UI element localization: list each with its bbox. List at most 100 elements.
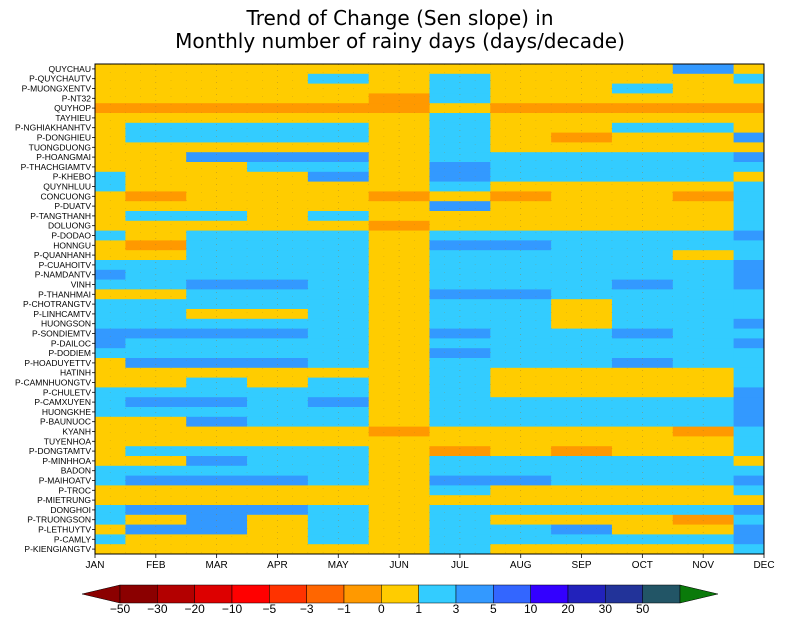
heatmap-cell <box>490 211 552 222</box>
heatmap-cell <box>95 191 126 202</box>
heatmap-cell <box>307 514 370 525</box>
station-label: P-CUAHOITV <box>39 260 92 270</box>
heatmap-cell <box>490 250 552 261</box>
heatmap-cell <box>733 260 765 271</box>
heatmap-cell <box>429 211 491 222</box>
heatmap-cell <box>95 309 126 320</box>
heatmap-cell <box>307 534 370 545</box>
heatmap-cell <box>551 348 613 359</box>
heatmap-cell <box>429 93 491 104</box>
legend-swatch <box>343 584 382 604</box>
heatmap-cell <box>733 240 765 251</box>
heatmap-cell <box>186 446 248 457</box>
heatmap-cell <box>368 220 430 231</box>
heatmap-cell <box>429 397 491 408</box>
heatmap-cell <box>368 211 430 222</box>
heatmap-cell <box>672 309 734 320</box>
heatmap-cell <box>672 328 734 339</box>
station-label: P-MIETRUNG <box>37 495 91 505</box>
heatmap-cell <box>733 299 765 310</box>
heatmap-cell <box>551 328 613 339</box>
station-label: P-DAILOC <box>51 338 91 348</box>
heatmap-cell <box>611 338 674 349</box>
heatmap-cell <box>186 416 248 427</box>
heatmap-cell <box>247 220 309 231</box>
heatmap-cell <box>95 181 126 192</box>
heatmap-cell <box>672 446 734 457</box>
heatmap-cell <box>125 328 187 339</box>
heatmap-cell <box>368 142 430 153</box>
heatmap-cell <box>611 416 674 427</box>
legend-label: −20 <box>184 602 205 616</box>
heatmap-cell <box>307 260 370 271</box>
station-label: P-MAIHOATV <box>39 476 92 486</box>
heatmap-cell <box>490 367 552 378</box>
heatmap-cell <box>733 122 765 133</box>
heatmap-cell <box>672 475 734 486</box>
heatmap-cell <box>307 220 370 231</box>
heatmap-cell <box>672 338 734 349</box>
legend-arrow-low <box>81 584 121 604</box>
heatmap-cell <box>307 64 370 75</box>
heatmap-cell <box>95 416 126 427</box>
heatmap-cell <box>551 514 613 525</box>
heatmap-cell <box>490 446 552 457</box>
heatmap-cell <box>490 122 552 133</box>
heatmap-cell <box>368 171 430 182</box>
heatmap-cell <box>307 358 370 369</box>
station-label: DOLUONG <box>48 221 91 231</box>
heatmap-cell <box>672 534 734 545</box>
heatmap-cell <box>672 524 734 535</box>
month-label: DEC <box>753 560 774 571</box>
heatmap-cell <box>125 534 187 545</box>
heatmap-cell <box>247 181 309 192</box>
heatmap-cell <box>490 171 552 182</box>
heatmap-cell <box>611 505 674 516</box>
heatmap-cell <box>95 348 126 359</box>
heatmap-cell <box>125 544 187 555</box>
heatmap-cell <box>611 73 674 84</box>
heatmap-cell <box>490 358 552 369</box>
heatmap-cell <box>490 64 552 75</box>
heatmap-cell <box>611 142 674 153</box>
heatmap-cell <box>429 465 491 476</box>
heatmap-cell <box>307 181 370 192</box>
heatmap-cell <box>490 514 552 525</box>
heatmap-cell <box>551 367 613 378</box>
heatmap-cell <box>186 162 248 173</box>
heatmap-cell <box>490 524 552 535</box>
heatmap-cell <box>307 426 370 437</box>
heatmap-cell <box>307 465 370 476</box>
heatmap-cell <box>95 358 126 369</box>
heatmap-cell <box>125 465 187 476</box>
heatmap-cell <box>368 514 430 525</box>
station-label: TUONGDUONG <box>29 142 91 152</box>
heatmap-cell <box>490 397 552 408</box>
station-label: P-CAMLY <box>54 534 91 544</box>
heatmap-cell <box>490 289 552 300</box>
heatmap-cell <box>429 348 491 359</box>
heatmap-cell <box>125 201 187 212</box>
station-label: P-CHULETV <box>43 387 92 397</box>
heatmap-cell <box>95 534 126 545</box>
heatmap-cell <box>368 64 430 75</box>
heatmap-cell <box>368 289 430 300</box>
heatmap-cell <box>611 456 674 467</box>
heatmap-cell <box>490 220 552 231</box>
chart-title-line-2: Monthly number of rainy days (days/decad… <box>175 29 625 53</box>
heatmap-cell <box>186 93 248 104</box>
heatmap-cell <box>672 426 734 437</box>
heatmap-cell <box>551 142 613 153</box>
heatmap-cell <box>368 240 430 251</box>
station-label: P-NAMDANTV <box>35 270 92 280</box>
heatmap-cell <box>672 142 734 153</box>
heatmap-cell <box>125 524 187 535</box>
heatmap-cell <box>95 367 126 378</box>
heatmap-cell <box>490 544 552 555</box>
heatmap-cell <box>672 387 734 398</box>
heatmap-cell <box>186 465 248 476</box>
heatmap-cell <box>307 171 370 182</box>
heatmap-cell <box>672 132 734 143</box>
heatmap-cell <box>672 358 734 369</box>
